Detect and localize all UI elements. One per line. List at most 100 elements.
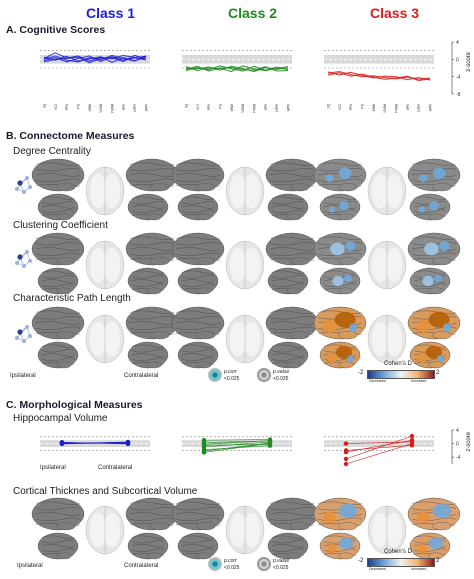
x-tick-label: APR: [287, 104, 291, 112]
lateral-brain-view: [177, 193, 219, 221]
contralateral-point: [267, 438, 273, 443]
lateral-brain-view: [313, 306, 367, 340]
class-2-title: Class 2: [228, 5, 278, 21]
x-tick-label: PRI: [349, 104, 353, 110]
section-b-title: B. Connectome Measures: [6, 130, 135, 142]
coronal-brain-slice: [367, 166, 407, 216]
x-tick-label: VWM: [99, 104, 103, 113]
x-tick-label: APR: [145, 104, 149, 112]
ipsilateral-point: [201, 442, 207, 447]
coronal-brain-slice: [225, 240, 265, 290]
x-tick-label: PS: [77, 103, 81, 108]
ipsilateral-point: [343, 448, 349, 453]
lateral-brain-view: [313, 232, 367, 266]
lateral-brain-view: [37, 267, 79, 295]
lateral-brain-view: [267, 341, 309, 369]
lateral-brain-view: [127, 267, 169, 295]
subject-line: [203, 440, 271, 445]
lateral-brain-view: [171, 306, 225, 340]
series-line-4: [185, 65, 289, 72]
coronal-brain-slice: [225, 314, 265, 364]
subject-line: [345, 443, 413, 465]
pvalue-legend-c: p.value <0.025: [256, 556, 316, 576]
cortical-brain-maps: [31, 497, 461, 560]
x-tick-label: IPR: [264, 104, 268, 110]
coronal-brain-slice: [85, 314, 125, 364]
x-tick-label: PS: [219, 103, 223, 108]
lateral-brain-view: [127, 532, 169, 560]
ipsilateral-point: [343, 461, 349, 467]
coronal-brain-slice: [367, 505, 407, 555]
z-tick-label: 4: [456, 428, 459, 434]
cohens-d-colorbar-b: Cohen's D -2 2 Decreased Increased: [358, 361, 440, 383]
lateral-brain-view: [265, 497, 319, 531]
lateral-brain-view: [171, 497, 225, 531]
lateral-brain-view: [31, 306, 85, 340]
hippocampal-volume-charts: 4 0 -4: [40, 428, 461, 467]
contralateral-label-c2: Contralateral: [124, 563, 159, 569]
row-label-path-length: Characteristic Path Length: [13, 293, 131, 304]
series-line-3: [327, 72, 431, 82]
lateral-brain-view: [409, 267, 451, 295]
subject-line: [61, 442, 129, 444]
lateral-brain-view: [127, 341, 169, 369]
class-3-title: Class 3: [370, 5, 420, 21]
x-tick-label: WMI: [372, 104, 376, 111]
lateral-brain-view: [319, 193, 361, 221]
subject-line: [345, 445, 413, 451]
x-tick-label: VCI: [54, 104, 58, 110]
lateral-brain-view: [37, 193, 79, 221]
z-tick-label: 4: [456, 40, 459, 46]
ipsilateral-point: [343, 441, 349, 446]
x-tick-label: VWM: [383, 104, 387, 113]
coronal-brain-slice: [85, 505, 125, 555]
x-tick-label: PRI: [207, 104, 211, 110]
x-tick-label: DPR: [133, 104, 137, 112]
ipsilateral-point: [59, 440, 65, 445]
coronal-brain-slice: [85, 240, 125, 290]
x-tick-label: DPR: [275, 104, 279, 112]
subject-line: [203, 441, 271, 448]
lateral-brain-view: [31, 497, 85, 531]
lateral-brain-view: [407, 306, 461, 340]
x-tick-label: FWM: [253, 104, 257, 113]
z-tick-label: -4: [456, 75, 461, 81]
x-tick-label: FWM: [395, 104, 399, 113]
row-label-degree: Degree Centrality: [13, 146, 91, 157]
x-tick-label: VCI: [196, 104, 200, 110]
lateral-brain-view: [409, 341, 451, 369]
lateral-brain-view: [265, 232, 319, 266]
ipsilateral-point: [201, 438, 207, 443]
x-tick-label: DPR: [417, 104, 421, 112]
series-line-4: [43, 54, 147, 64]
connectome-brain-maps: [15, 158, 461, 369]
ipsilateral-point: [343, 456, 349, 462]
x-tick-label: IPR: [406, 104, 410, 110]
contralateral-label-b: Contralateral: [124, 373, 159, 379]
subject-line: [203, 442, 271, 453]
coronal-brain-slice: [225, 166, 265, 216]
coronal-brain-slice: [367, 314, 407, 364]
pvalue-legend-b: p.value <0.025: [256, 367, 316, 387]
lateral-brain-view: [125, 232, 179, 266]
lateral-brain-view: [409, 193, 451, 221]
lateral-brain-view: [31, 232, 85, 266]
x-tick-label: IQ: [43, 104, 47, 108]
lateral-brain-view: [407, 232, 461, 266]
lateral-brain-view: [407, 158, 461, 192]
x-tick-label: VWM: [241, 104, 245, 113]
ipsilateral-label-b: Ipsilateral: [10, 373, 36, 379]
lateral-brain-view: [267, 193, 309, 221]
network-icon-3: [15, 325, 32, 343]
lateral-brain-view: [267, 267, 309, 295]
z-tick-label: 0: [456, 442, 459, 448]
network-icon-2: [15, 250, 32, 268]
contralateral-point: [125, 441, 131, 446]
lateral-brain-view: [125, 306, 179, 340]
z-tick-label: -8: [456, 92, 461, 98]
lateral-brain-view: [267, 532, 309, 560]
z-tick-label: 0: [456, 57, 459, 63]
pcorr-legend-b: p.corr <0.025: [207, 367, 267, 387]
row-label-hippocampal: Hippocampal Volume: [13, 413, 108, 424]
section-c-title: C. Morphological Measures: [6, 399, 143, 411]
